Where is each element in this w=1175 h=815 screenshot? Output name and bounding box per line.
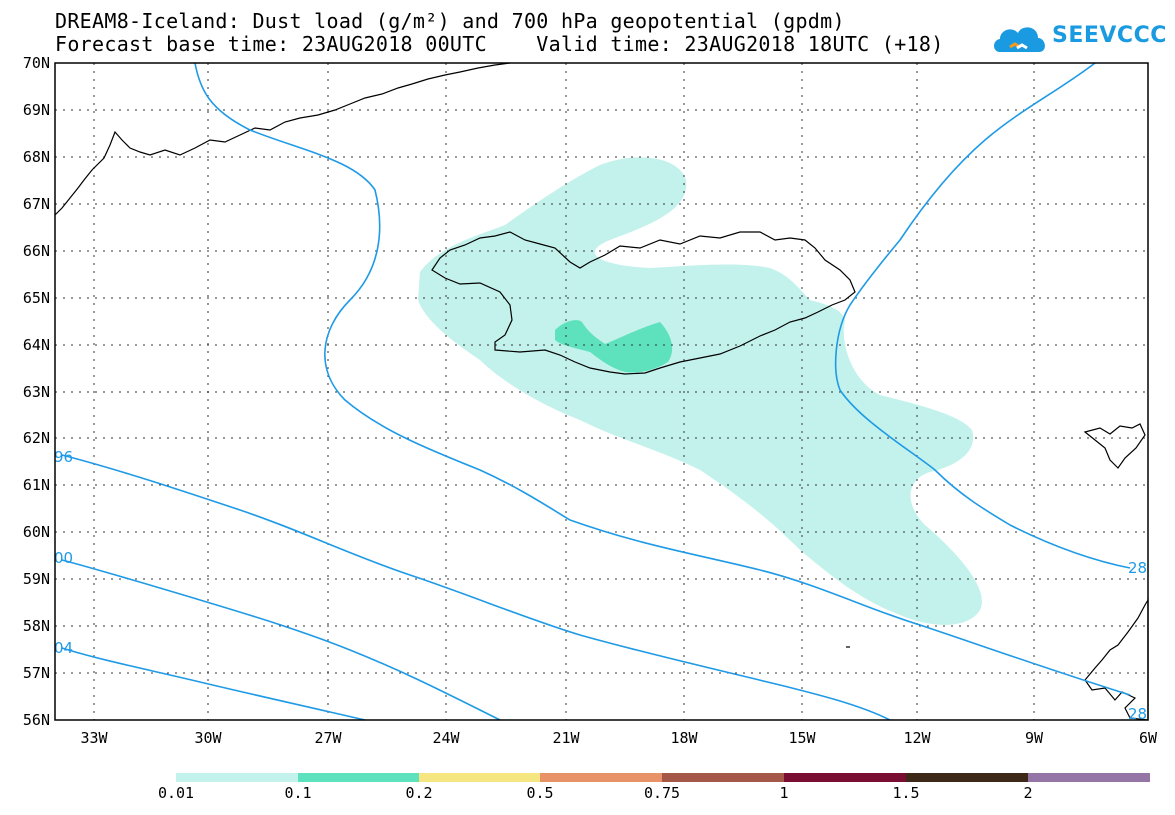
colorbar-swatch <box>784 773 906 782</box>
lat-label: 66N <box>23 242 50 260</box>
lat-label: 57N <box>23 664 50 682</box>
lon-label: 6W <box>1139 729 1158 747</box>
lat-label: 62N <box>23 429 50 447</box>
lat-label: 59N <box>23 570 50 588</box>
iceland-coast <box>431 231 856 375</box>
seevccc-logo: SEEVCCC <box>990 18 1167 62</box>
map-subtitle: Forecast base time: 23AUG2018 00UTC Vali… <box>55 32 944 56</box>
greenland-coast <box>54 62 511 216</box>
graticule <box>55 63 1148 720</box>
contour-line <box>61 454 891 721</box>
lon-label: 9W <box>1025 729 1044 747</box>
contour-line <box>834 62 1131 569</box>
lat-label: 56N <box>23 711 50 729</box>
latitude-labels: 70N 69N 68N 67N 66N 65N 64N 63N 62N 61N … <box>23 54 50 729</box>
contour-label: 28 <box>1128 559 1147 577</box>
colorbar-label: 0.5 <box>526 784 553 802</box>
colorbar-swatch <box>906 773 1028 782</box>
dust-load-shading <box>418 157 982 625</box>
map-frame <box>54 62 1149 721</box>
coastlines <box>54 62 1149 721</box>
colorbar-label: 0.2 <box>405 784 432 802</box>
lon-label: 27W <box>314 729 342 747</box>
contour-line <box>61 647 366 721</box>
dust-area-light <box>418 157 982 625</box>
map-title: DREAM8-Iceland: Dust load (g/m²) and 700… <box>55 9 845 33</box>
colorbar-swatch <box>419 773 540 782</box>
colorbar: 0.01 0.1 0.2 0.5 0.75 1 1.5 2 <box>158 773 1150 802</box>
lat-label: 69N <box>23 101 50 119</box>
colorbar-label: 2 <box>1023 784 1032 802</box>
lon-label: 15W <box>788 729 816 747</box>
colorbar-swatch <box>540 773 662 782</box>
colorbar-swatch <box>1028 773 1150 782</box>
dust-area-medium <box>555 320 673 373</box>
lon-label: 18W <box>670 729 698 747</box>
lat-label: 63N <box>23 383 50 401</box>
scotland-coast <box>1084 597 1149 721</box>
contour-label: 28 <box>1128 705 1147 723</box>
lon-label: 30W <box>194 729 222 747</box>
colorbar-label: 1 <box>779 784 788 802</box>
contour-label: 00 <box>54 549 73 567</box>
contour-line <box>194 62 1131 696</box>
lat-label: 58N <box>23 617 50 635</box>
lon-label: 21W <box>552 729 580 747</box>
lat-label: 61N <box>23 476 50 494</box>
contour-label: 96 <box>54 448 73 466</box>
colorbar-label: 1.5 <box>892 784 919 802</box>
lon-label: 12W <box>903 729 931 747</box>
lat-label: 67N <box>23 195 50 213</box>
colorbar-swatch <box>662 773 784 782</box>
lat-label: 68N <box>23 148 50 166</box>
faroe-coast <box>1083 423 1146 469</box>
colorbar-label: 0.75 <box>644 784 680 802</box>
lat-label: 60N <box>23 523 50 541</box>
contour-label: 04 <box>54 639 73 657</box>
logo-text: SEEVCCC <box>1052 23 1167 48</box>
longitude-labels: 33W 30W 27W 24W 21W 18W 15W 12W 9W 6W <box>80 729 1158 747</box>
geopotential-contours <box>61 62 1131 721</box>
colorbar-label: 0.01 <box>158 784 194 802</box>
lon-label: 24W <box>432 729 460 747</box>
colorbar-swatch <box>298 773 419 782</box>
lat-label: 65N <box>23 289 50 307</box>
colorbar-label: 0.1 <box>284 784 311 802</box>
contour-labels: 96 00 04 28 28 <box>54 448 1147 723</box>
lat-label: 64N <box>23 336 50 354</box>
colorbar-swatch <box>176 773 298 782</box>
contour-line <box>61 559 501 721</box>
cloud-icon <box>994 27 1045 52</box>
lon-label: 33W <box>80 729 108 747</box>
lat-label: 70N <box>23 54 50 72</box>
